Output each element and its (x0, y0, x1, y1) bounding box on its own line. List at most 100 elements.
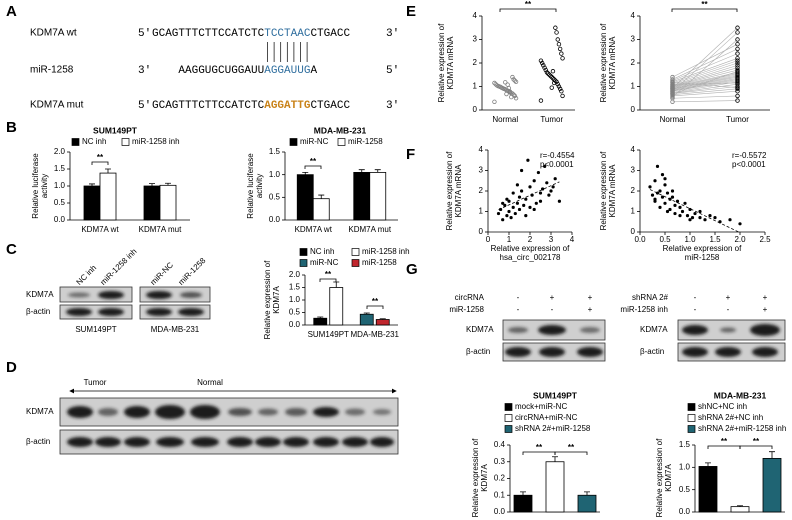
y-tick-label: 1.5 (289, 283, 301, 292)
pair-line (672, 43, 738, 78)
point (557, 86, 563, 92)
y-axis-label: activity (255, 174, 264, 198)
blot-row-label: β-actin (640, 347, 664, 356)
point (547, 193, 551, 197)
point (735, 69, 740, 74)
lane-label: NC inh (75, 263, 99, 287)
bar (698, 466, 718, 513)
x-axis-label: miR-1258 (685, 253, 720, 262)
significance-label: ** (536, 443, 543, 452)
legend-label: circRNA+miR-NC (515, 413, 578, 422)
band (156, 437, 184, 447)
error-bar (705, 462, 711, 467)
y-tick-label: 0.0 (54, 215, 66, 224)
point (522, 203, 526, 207)
legend-swatch (687, 414, 696, 422)
point (534, 201, 538, 205)
point (668, 207, 672, 212)
y-tick-label: 1.0 (679, 462, 691, 471)
bar (375, 319, 390, 326)
pair-line (672, 86, 738, 94)
y-tick-label: 1.5 (54, 164, 66, 173)
point (670, 77, 675, 82)
significance-bracket (499, 8, 557, 12)
sequence-name: KDM7A mut (30, 100, 84, 111)
legend-label: NC inh (82, 137, 106, 146)
pair-line (672, 83, 738, 94)
y-axis-label: activity (40, 174, 49, 198)
pair-line (672, 69, 738, 87)
x-tick-label: SUM149PT (308, 330, 349, 339)
point (735, 25, 740, 30)
band (720, 327, 736, 333)
band (98, 291, 124, 299)
legend-swatch (504, 414, 513, 422)
point (511, 205, 515, 209)
panel-letter: G (406, 261, 418, 278)
significance-label: ** (310, 157, 317, 166)
legend-swatch (504, 425, 513, 433)
point (553, 177, 557, 181)
lane-label: miR-NC (149, 260, 176, 287)
pair-line (672, 95, 738, 99)
legend-swatch (337, 138, 346, 146)
band (68, 292, 90, 298)
point (538, 199, 543, 203)
point (650, 193, 655, 197)
sequence-end: 3' (138, 65, 151, 77)
point (509, 94, 514, 100)
legend-label: miR-1258 inh (362, 247, 410, 256)
legend-label: NC inh (310, 247, 334, 256)
legend-label: miR-NC (310, 258, 339, 267)
x-tick-label: 2.0 (734, 235, 746, 244)
significance-bracket (739, 445, 773, 449)
y-axis-label: KDM7A mRNA (608, 36, 617, 90)
y-tick-label: 1 (479, 207, 484, 216)
band (66, 308, 92, 316)
blot-row-label: β-actin (466, 347, 490, 356)
point (653, 179, 657, 183)
point (735, 46, 740, 52)
y-axis-label: Relative expression of (599, 151, 608, 230)
y-tick-label: 0.0 (269, 215, 281, 224)
point (670, 80, 675, 85)
condition-label: miR-1258 inh (620, 305, 668, 314)
pair-line (672, 27, 738, 89)
x-tick-label: 0.5 (659, 235, 671, 244)
y-tick-label: 2.0 (289, 270, 301, 279)
point (678, 205, 682, 209)
blot-row-label: β-actin (26, 307, 50, 316)
legend-swatch (351, 248, 360, 256)
significance-bracket (671, 8, 738, 12)
y-axis-label: Relative expression of (437, 23, 446, 102)
panel-letter: E (406, 3, 416, 20)
x-tick-label: 2 (528, 235, 533, 244)
sequence-part: A (310, 65, 317, 77)
point (559, 88, 564, 94)
point (648, 185, 652, 189)
x-tick-label: Tumor (540, 115, 563, 124)
point (504, 91, 509, 97)
point (507, 209, 511, 214)
condition-mark: + (588, 293, 593, 302)
point (538, 98, 544, 103)
band (285, 408, 307, 416)
legend-swatch (504, 403, 513, 411)
point (690, 216, 695, 220)
legend-swatch (299, 259, 308, 267)
point (541, 63, 546, 68)
point (663, 177, 667, 181)
point (560, 93, 565, 99)
blot-row-label: β-actin (26, 437, 50, 446)
pair-line (672, 32, 738, 92)
significance-label: ** (568, 443, 575, 452)
point (655, 164, 660, 168)
point (543, 164, 547, 168)
blot-row-label: KDM7A (26, 290, 54, 299)
y-axis-label: KDM7A (272, 286, 281, 314)
band (178, 308, 204, 316)
point (735, 93, 740, 99)
legend-label: shRNA 2#+miR-1258 (515, 424, 591, 433)
band (577, 347, 603, 357)
point (548, 73, 553, 79)
